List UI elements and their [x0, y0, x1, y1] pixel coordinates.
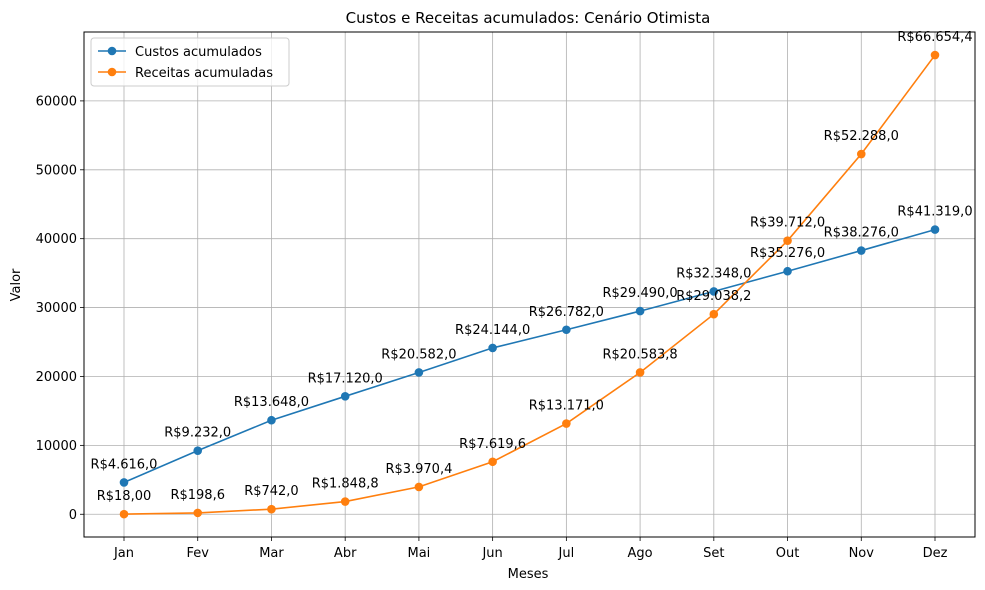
data-point [488, 343, 497, 353]
y-tick-label: 30000 [36, 301, 77, 316]
data-label: R$9.232,0 [164, 426, 231, 441]
data-point [783, 266, 792, 276]
x-tick-label-mai: Mai [408, 546, 431, 561]
data-point [930, 50, 940, 60]
y-tick-label: 60000 [36, 94, 77, 109]
legend-label-custos: Custos acumulados [135, 45, 262, 60]
x-tick-label-jul: Jul [558, 546, 575, 561]
data-point [488, 457, 497, 467]
data-point [119, 478, 129, 487]
data-point [193, 446, 203, 455]
y-tick-label: 0 [69, 508, 77, 523]
data-point [930, 225, 940, 234]
data-label: R$26.782,0 [529, 305, 604, 320]
data-label: R$13.171,0 [529, 399, 604, 414]
y-tick-label: 50000 [36, 163, 77, 178]
data-label: R$198,6 [170, 488, 225, 503]
data-point [709, 287, 719, 296]
data-label: R$41.319,0 [897, 205, 972, 220]
data-point [562, 419, 571, 428]
data-label: R$20.582,0 [381, 347, 456, 362]
data-label: R$39.712,0 [750, 216, 825, 231]
data-point [340, 392, 350, 401]
y-tick-label: 40000 [36, 232, 77, 247]
data-labels: R$4.616,0 R$9.232,0 R$13.648,0 R$17.120,0 R$… [91, 30, 973, 504]
data-label: R$20.583,8 [602, 347, 677, 362]
legend: Custos acumulados Receitas acumuladas [90, 37, 290, 87]
data-label: R$7.619,6 [459, 437, 526, 452]
data-label: R$4.616,0 [91, 457, 158, 472]
data-point [856, 246, 866, 255]
data-label: R$3.970,4 [385, 462, 452, 477]
y-tick-label: 20000 [36, 370, 77, 385]
data-point [414, 368, 424, 377]
x-tick-label-nov: Nov [849, 546, 875, 561]
data-label: R$29.490,0 [602, 286, 677, 301]
x-axis-label: Meses [508, 567, 549, 582]
data-point [267, 504, 276, 514]
data-label: R$13.648,0 [234, 395, 309, 410]
y-axis-label: Valor [9, 268, 24, 301]
x-tick-label-dez: Dez [923, 546, 948, 561]
data-point [340, 497, 350, 506]
data-label: R$1.848,8 [312, 477, 379, 492]
series-group [119, 50, 940, 519]
data-point [856, 149, 866, 159]
data-label: R$742,0 [244, 484, 299, 499]
data-point [562, 325, 571, 335]
series-line-receitas-acumuladas [123, 54, 936, 515]
x-tick-label-jan: Jan [113, 546, 134, 561]
data-label: R$35.276,0 [750, 246, 825, 261]
legend-box [90, 37, 290, 87]
legend-marker-custos [107, 46, 117, 56]
data-label: R$29.038,2 [676, 289, 751, 304]
data-point [193, 508, 203, 518]
y-axis-ticks: 0 10000 20000 30000 40000 50000 60000 [36, 94, 84, 523]
data-point [783, 236, 792, 245]
x-tick-label-ago: Ago [628, 546, 653, 561]
x-axis-ticks: Jan Fev Mar Abr Mai Jun Jul Ago Set Out Nov Dez [113, 537, 948, 561]
data-point [709, 309, 719, 319]
data-point [635, 306, 645, 316]
legend-marker-receitas [107, 67, 117, 77]
data-point [635, 368, 645, 377]
data-point [414, 482, 424, 492]
x-tick-label-out: Out [776, 546, 800, 561]
legend-label-receitas: Receitas acumuladas [135, 66, 273, 81]
x-tick-label-set: Set [703, 546, 724, 561]
data-label: R$18,00 [97, 489, 152, 504]
data-label: R$17.120,0 [308, 371, 383, 386]
y-tick-label: 10000 [36, 439, 77, 454]
data-label: R$32.348,0 [676, 266, 751, 281]
data-point [119, 509, 129, 519]
data-label: R$38.276,0 [824, 226, 899, 241]
x-tick-label-fev: Fev [186, 546, 209, 561]
chart-title: Custos e Receitas acumulados: Cenário Ot… [346, 9, 711, 27]
x-tick-label-jun: Jun [481, 546, 502, 561]
grid-lines [84, 32, 975, 537]
data-point [267, 415, 276, 425]
data-label: R$66.654,4 [897, 30, 972, 45]
data-label: R$52.288,0 [824, 129, 899, 144]
series-line-custos-acumulados [123, 228, 936, 484]
x-tick-label-abr: Abr [334, 546, 357, 561]
data-label: R$24.144,0 [455, 323, 530, 338]
plot-frame [83, 31, 976, 538]
x-tick-label-mar: Mar [259, 546, 284, 561]
